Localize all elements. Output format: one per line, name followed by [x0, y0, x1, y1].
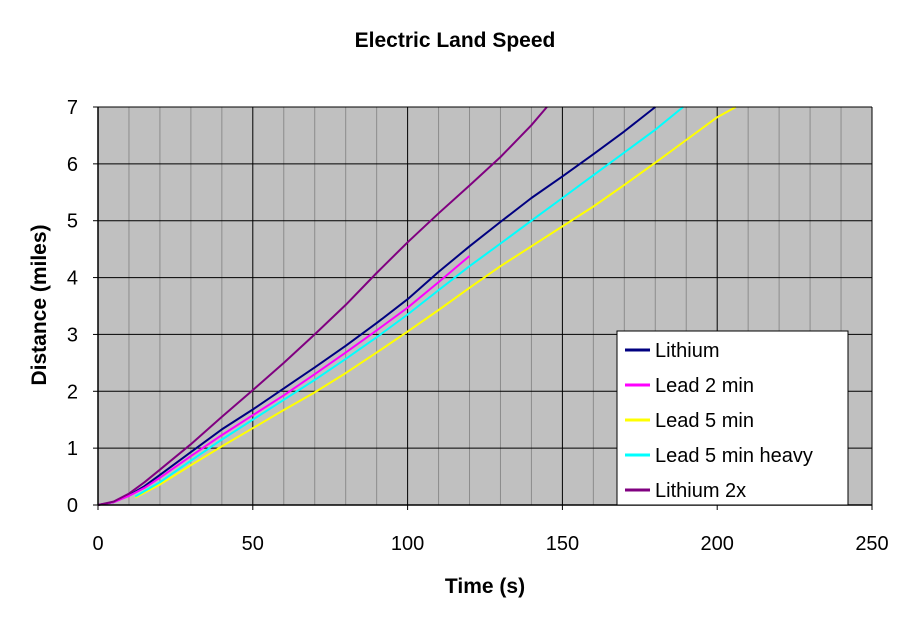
chart-title: Electric Land Speed [355, 29, 556, 52]
legend-label: Lithium 2x [655, 480, 746, 502]
x-tick-labels: 0 50 100 150 200 250 [92, 505, 889, 555]
x-tick-label: 250 [855, 533, 888, 555]
legend: Lithium Lead 2 min Lead 5 min Lead 5 min he… [616, 330, 849, 506]
y-tick-label: 1 [67, 438, 78, 460]
legend-label: Lithium [655, 340, 719, 362]
series-line-0 [97, 106, 656, 506]
legend-label: Lead 5 min heavy [655, 445, 813, 467]
y-tick-label: 3 [67, 324, 78, 346]
series-line-2 [134, 106, 737, 499]
legend-label: Lead 2 min [655, 375, 754, 397]
y-tick-labels: 0 1 2 3 4 5 6 7 [67, 97, 98, 517]
series-lines [97, 106, 737, 506]
legend-label: Lead 5 min [655, 410, 754, 432]
series-line-3 [134, 106, 684, 498]
y-tick-label: 7 [67, 97, 78, 119]
y-tick-label: 2 [67, 381, 78, 403]
legend-box [616, 330, 849, 506]
x-axis-label: Time (s) [445, 575, 525, 598]
series-line-1 [97, 255, 471, 506]
x-tick-label: 0 [92, 533, 103, 555]
y-tick-label: 4 [67, 268, 78, 290]
series-line-4 [97, 106, 548, 506]
x-tick-label: 200 [701, 533, 734, 555]
y-tick-label: 6 [67, 154, 78, 176]
y-tick-label: 0 [67, 495, 78, 517]
x-tick-label: 50 [242, 533, 264, 555]
y-axis-label: Distance (miles) [28, 224, 51, 385]
y-tick-label: 5 [67, 211, 78, 233]
x-tick-label: 150 [546, 533, 579, 555]
x-tick-label: 100 [391, 533, 424, 555]
